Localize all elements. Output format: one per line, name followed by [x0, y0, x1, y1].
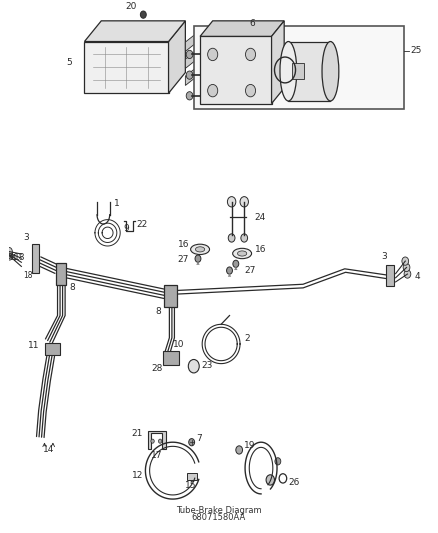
Bar	[386, 265, 394, 286]
Text: 18: 18	[24, 271, 33, 280]
Text: 68071580AA: 68071580AA	[192, 513, 246, 522]
Text: 21: 21	[131, 429, 142, 438]
Bar	[288, 42, 330, 101]
Text: 12: 12	[132, 471, 143, 480]
Circle shape	[236, 446, 243, 454]
Text: 8: 8	[69, 282, 74, 292]
Text: 22: 22	[136, 220, 148, 229]
Bar	[164, 285, 177, 307]
Circle shape	[245, 84, 256, 97]
Polygon shape	[185, 51, 196, 68]
Circle shape	[227, 197, 236, 207]
Ellipse shape	[195, 247, 205, 252]
Text: 3: 3	[381, 252, 387, 261]
Circle shape	[402, 257, 409, 265]
Polygon shape	[196, 261, 200, 265]
Text: 3: 3	[24, 233, 29, 243]
Text: 4: 4	[11, 254, 16, 263]
Circle shape	[403, 263, 410, 272]
Text: 16: 16	[178, 240, 190, 249]
Text: 27: 27	[177, 255, 189, 264]
Text: 14: 14	[43, 446, 54, 455]
Polygon shape	[272, 21, 284, 103]
Circle shape	[195, 255, 201, 262]
Text: 17: 17	[151, 450, 162, 459]
Circle shape	[275, 458, 281, 465]
Bar	[163, 351, 179, 365]
Polygon shape	[185, 68, 196, 85]
Bar	[56, 263, 67, 285]
Text: 23: 23	[201, 361, 212, 370]
Text: 5: 5	[66, 58, 72, 67]
Text: 20: 20	[126, 2, 137, 11]
Text: 1: 1	[114, 199, 120, 208]
Circle shape	[189, 439, 194, 446]
Text: 28: 28	[152, 364, 163, 373]
Ellipse shape	[280, 42, 297, 101]
Polygon shape	[148, 431, 166, 449]
Circle shape	[233, 260, 239, 268]
Text: 9: 9	[124, 224, 129, 233]
Circle shape	[404, 270, 411, 278]
Bar	[194, 26, 404, 109]
Circle shape	[228, 234, 235, 242]
Polygon shape	[85, 21, 185, 42]
Polygon shape	[200, 21, 284, 36]
Ellipse shape	[322, 42, 339, 101]
Circle shape	[266, 475, 275, 485]
Ellipse shape	[237, 251, 247, 256]
Circle shape	[208, 84, 218, 97]
Text: 24: 24	[255, 213, 266, 222]
Text: Tube-Brake Diagram: Tube-Brake Diagram	[176, 506, 262, 515]
Circle shape	[208, 49, 218, 61]
Text: 25: 25	[410, 46, 422, 55]
Circle shape	[5, 249, 12, 257]
Text: 7: 7	[196, 434, 201, 443]
Circle shape	[186, 92, 193, 100]
Bar	[45, 343, 60, 356]
Circle shape	[151, 439, 154, 443]
Circle shape	[140, 11, 146, 18]
Bar	[85, 42, 169, 93]
Bar	[32, 244, 39, 272]
Text: 4: 4	[414, 272, 420, 281]
Text: 10: 10	[173, 340, 184, 349]
Circle shape	[186, 50, 193, 59]
Text: 27: 27	[244, 266, 256, 275]
Bar	[187, 473, 197, 480]
Text: 6: 6	[250, 19, 255, 28]
Text: 2: 2	[244, 334, 250, 343]
Circle shape	[6, 252, 13, 260]
Bar	[292, 63, 304, 79]
Circle shape	[6, 247, 12, 256]
Text: 18: 18	[14, 253, 25, 262]
Ellipse shape	[191, 244, 209, 255]
Text: 11: 11	[28, 341, 39, 350]
Bar	[200, 36, 272, 103]
Text: 8: 8	[155, 308, 161, 317]
Circle shape	[226, 267, 233, 274]
Text: 26: 26	[288, 478, 300, 487]
Polygon shape	[228, 273, 231, 277]
Circle shape	[188, 359, 199, 373]
Circle shape	[241, 234, 247, 242]
Circle shape	[245, 49, 256, 61]
Text: 15: 15	[185, 481, 196, 490]
Circle shape	[240, 197, 248, 207]
Polygon shape	[169, 21, 185, 93]
Polygon shape	[185, 34, 196, 51]
Circle shape	[186, 71, 193, 79]
Polygon shape	[234, 266, 237, 270]
Circle shape	[159, 439, 162, 443]
Circle shape	[6, 251, 12, 259]
Ellipse shape	[233, 248, 251, 259]
Text: 19: 19	[244, 441, 256, 450]
Text: 16: 16	[255, 245, 266, 254]
